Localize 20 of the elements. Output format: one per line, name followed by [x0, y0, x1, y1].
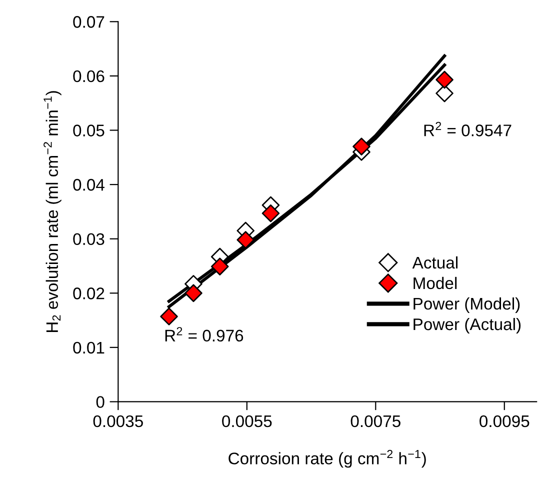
legend-label: Power (Actual): [414, 318, 521, 334]
x-axis-title: Corrosion rate (g cm$^{−2}$ h$^{−1}$): [228, 450, 426, 468]
legend-label: Model: [414, 276, 457, 290]
x-tick-label: 0.0055: [222, 415, 272, 428]
y-tick-label: 0.07: [73, 16, 104, 28]
x-tick-label: 0.0095: [480, 415, 530, 428]
y-tick-label: 0.06: [73, 70, 104, 82]
y-tick-label: 0.01: [73, 342, 104, 354]
legend-label: Actual: [412, 256, 458, 269]
x-tick-label: 0.0075: [350, 415, 400, 428]
y-tick-label: 0.05: [73, 124, 104, 136]
y-axis-title: H$_{2}$ evolution rate (ml cm$^{−2}$ min$^{−1}$): [44, 91, 62, 332]
y-tick-label: 0: [96, 396, 104, 408]
legend-label: Power (Model): [414, 297, 520, 313]
y-tick-label: 0.04: [73, 178, 104, 191]
y-tick-label: 0.03: [73, 233, 104, 246]
y-tick-label: 0.02: [73, 288, 104, 300]
annotation: R$^{2}$ = 0.9547: [424, 122, 512, 136]
annotation: R$^{2}$ = 0.976: [165, 327, 244, 342]
x-tick-label: 0.0035: [93, 415, 143, 428]
